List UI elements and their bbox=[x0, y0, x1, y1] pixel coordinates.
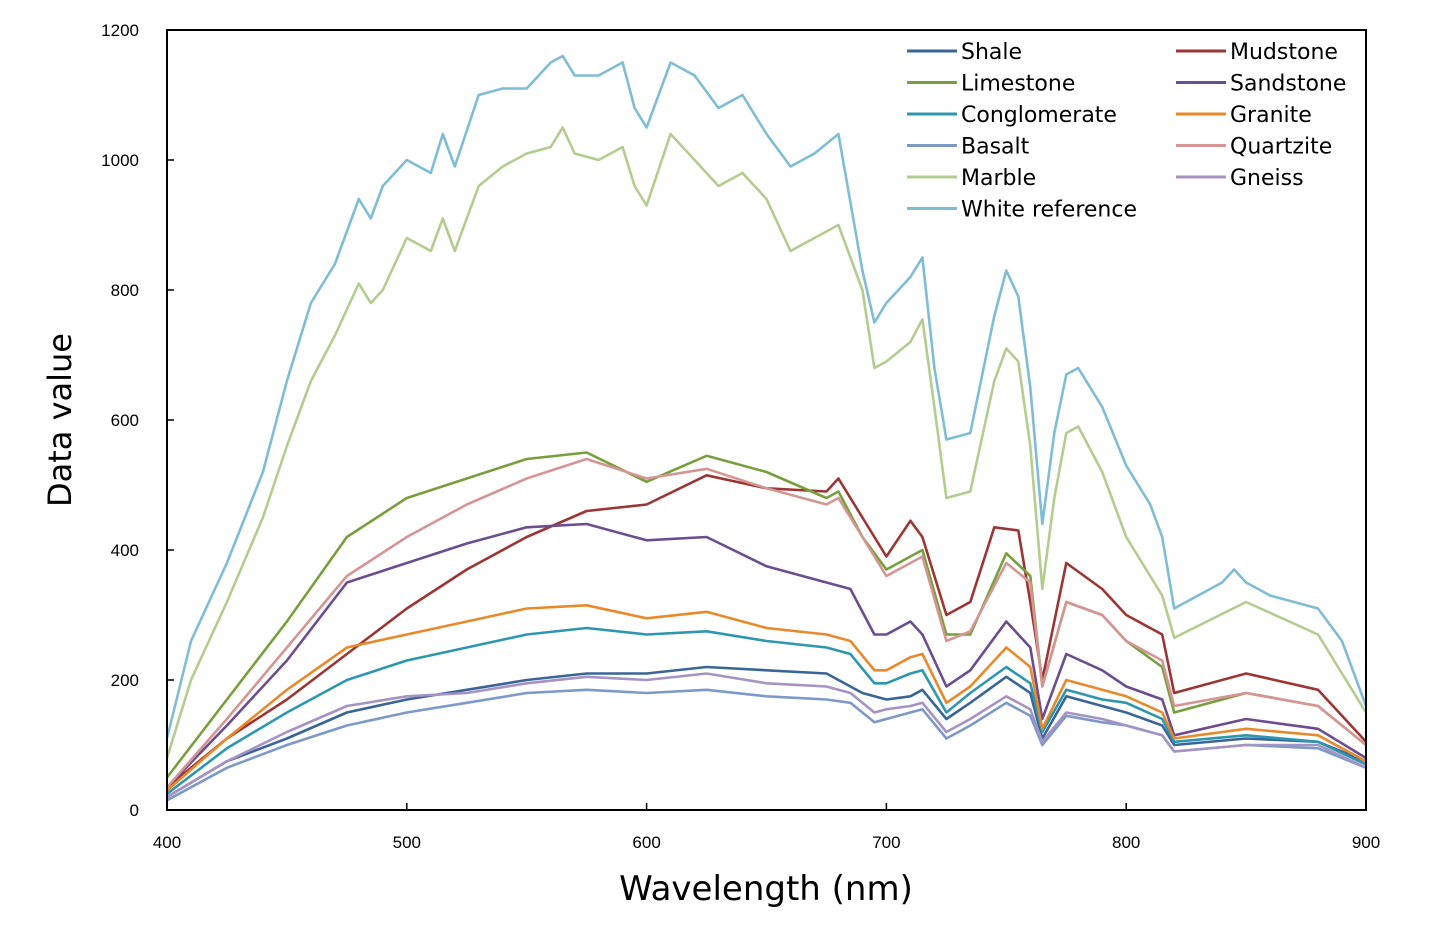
series-line-5 bbox=[166, 603, 1367, 792]
y-tick-label: 200 bbox=[111, 671, 139, 690]
series-line-8 bbox=[165, 126, 1368, 759]
y-tick-label: 0 bbox=[130, 801, 139, 820]
y-tick-label: 600 bbox=[111, 411, 139, 430]
series-line-3 bbox=[166, 522, 1367, 789]
legend-label: Marble bbox=[961, 166, 1036, 191]
x-axis-title: Wavelength (nm) bbox=[619, 869, 913, 909]
series-line-7 bbox=[166, 457, 1367, 789]
y-axis-ticks: 0 200 400 600 800 1000 1200 bbox=[101, 21, 174, 820]
x-tick-label: 700 bbox=[872, 833, 900, 852]
series-line-9 bbox=[166, 672, 1367, 799]
x-tick-label: 800 bbox=[1112, 833, 1140, 852]
y-tick-label: 1000 bbox=[101, 151, 139, 170]
legend: Shale Mudstone Limestone Sandstone Conglomer… bbox=[907, 40, 1346, 223]
x-tick-label: 900 bbox=[1352, 833, 1380, 852]
y-tick-label: 800 bbox=[111, 281, 139, 300]
legend-label: Shale bbox=[961, 40, 1022, 65]
y-axis-title: Data value bbox=[41, 333, 79, 507]
series-line-10 bbox=[165, 54, 1368, 739]
x-tick-label: 400 bbox=[153, 833, 181, 852]
legend-label: Quartzite bbox=[1230, 135, 1332, 160]
legend-label: Sandstone bbox=[1230, 72, 1346, 97]
y-tick-label: 1200 bbox=[101, 21, 139, 40]
legend-label: Conglomerate bbox=[961, 103, 1117, 128]
x-axis-ticks: 400 500 600 700 800 900 bbox=[153, 803, 1380, 852]
plot-lines bbox=[165, 54, 1368, 802]
series-line-2 bbox=[165, 451, 1367, 779]
series-line-1 bbox=[166, 473, 1367, 789]
legend-label: Mudstone bbox=[1230, 40, 1338, 65]
legend-label: Gneiss bbox=[1230, 166, 1304, 191]
legend-label: Granite bbox=[1230, 103, 1312, 128]
x-tick-label: 600 bbox=[632, 833, 660, 852]
x-tick-label: 500 bbox=[393, 833, 421, 852]
y-tick-label: 400 bbox=[111, 541, 139, 560]
legend-label: Limestone bbox=[961, 72, 1075, 97]
series-line-4 bbox=[166, 626, 1367, 795]
legend-label: White reference bbox=[961, 198, 1137, 223]
legend-label: Basalt bbox=[961, 135, 1030, 160]
